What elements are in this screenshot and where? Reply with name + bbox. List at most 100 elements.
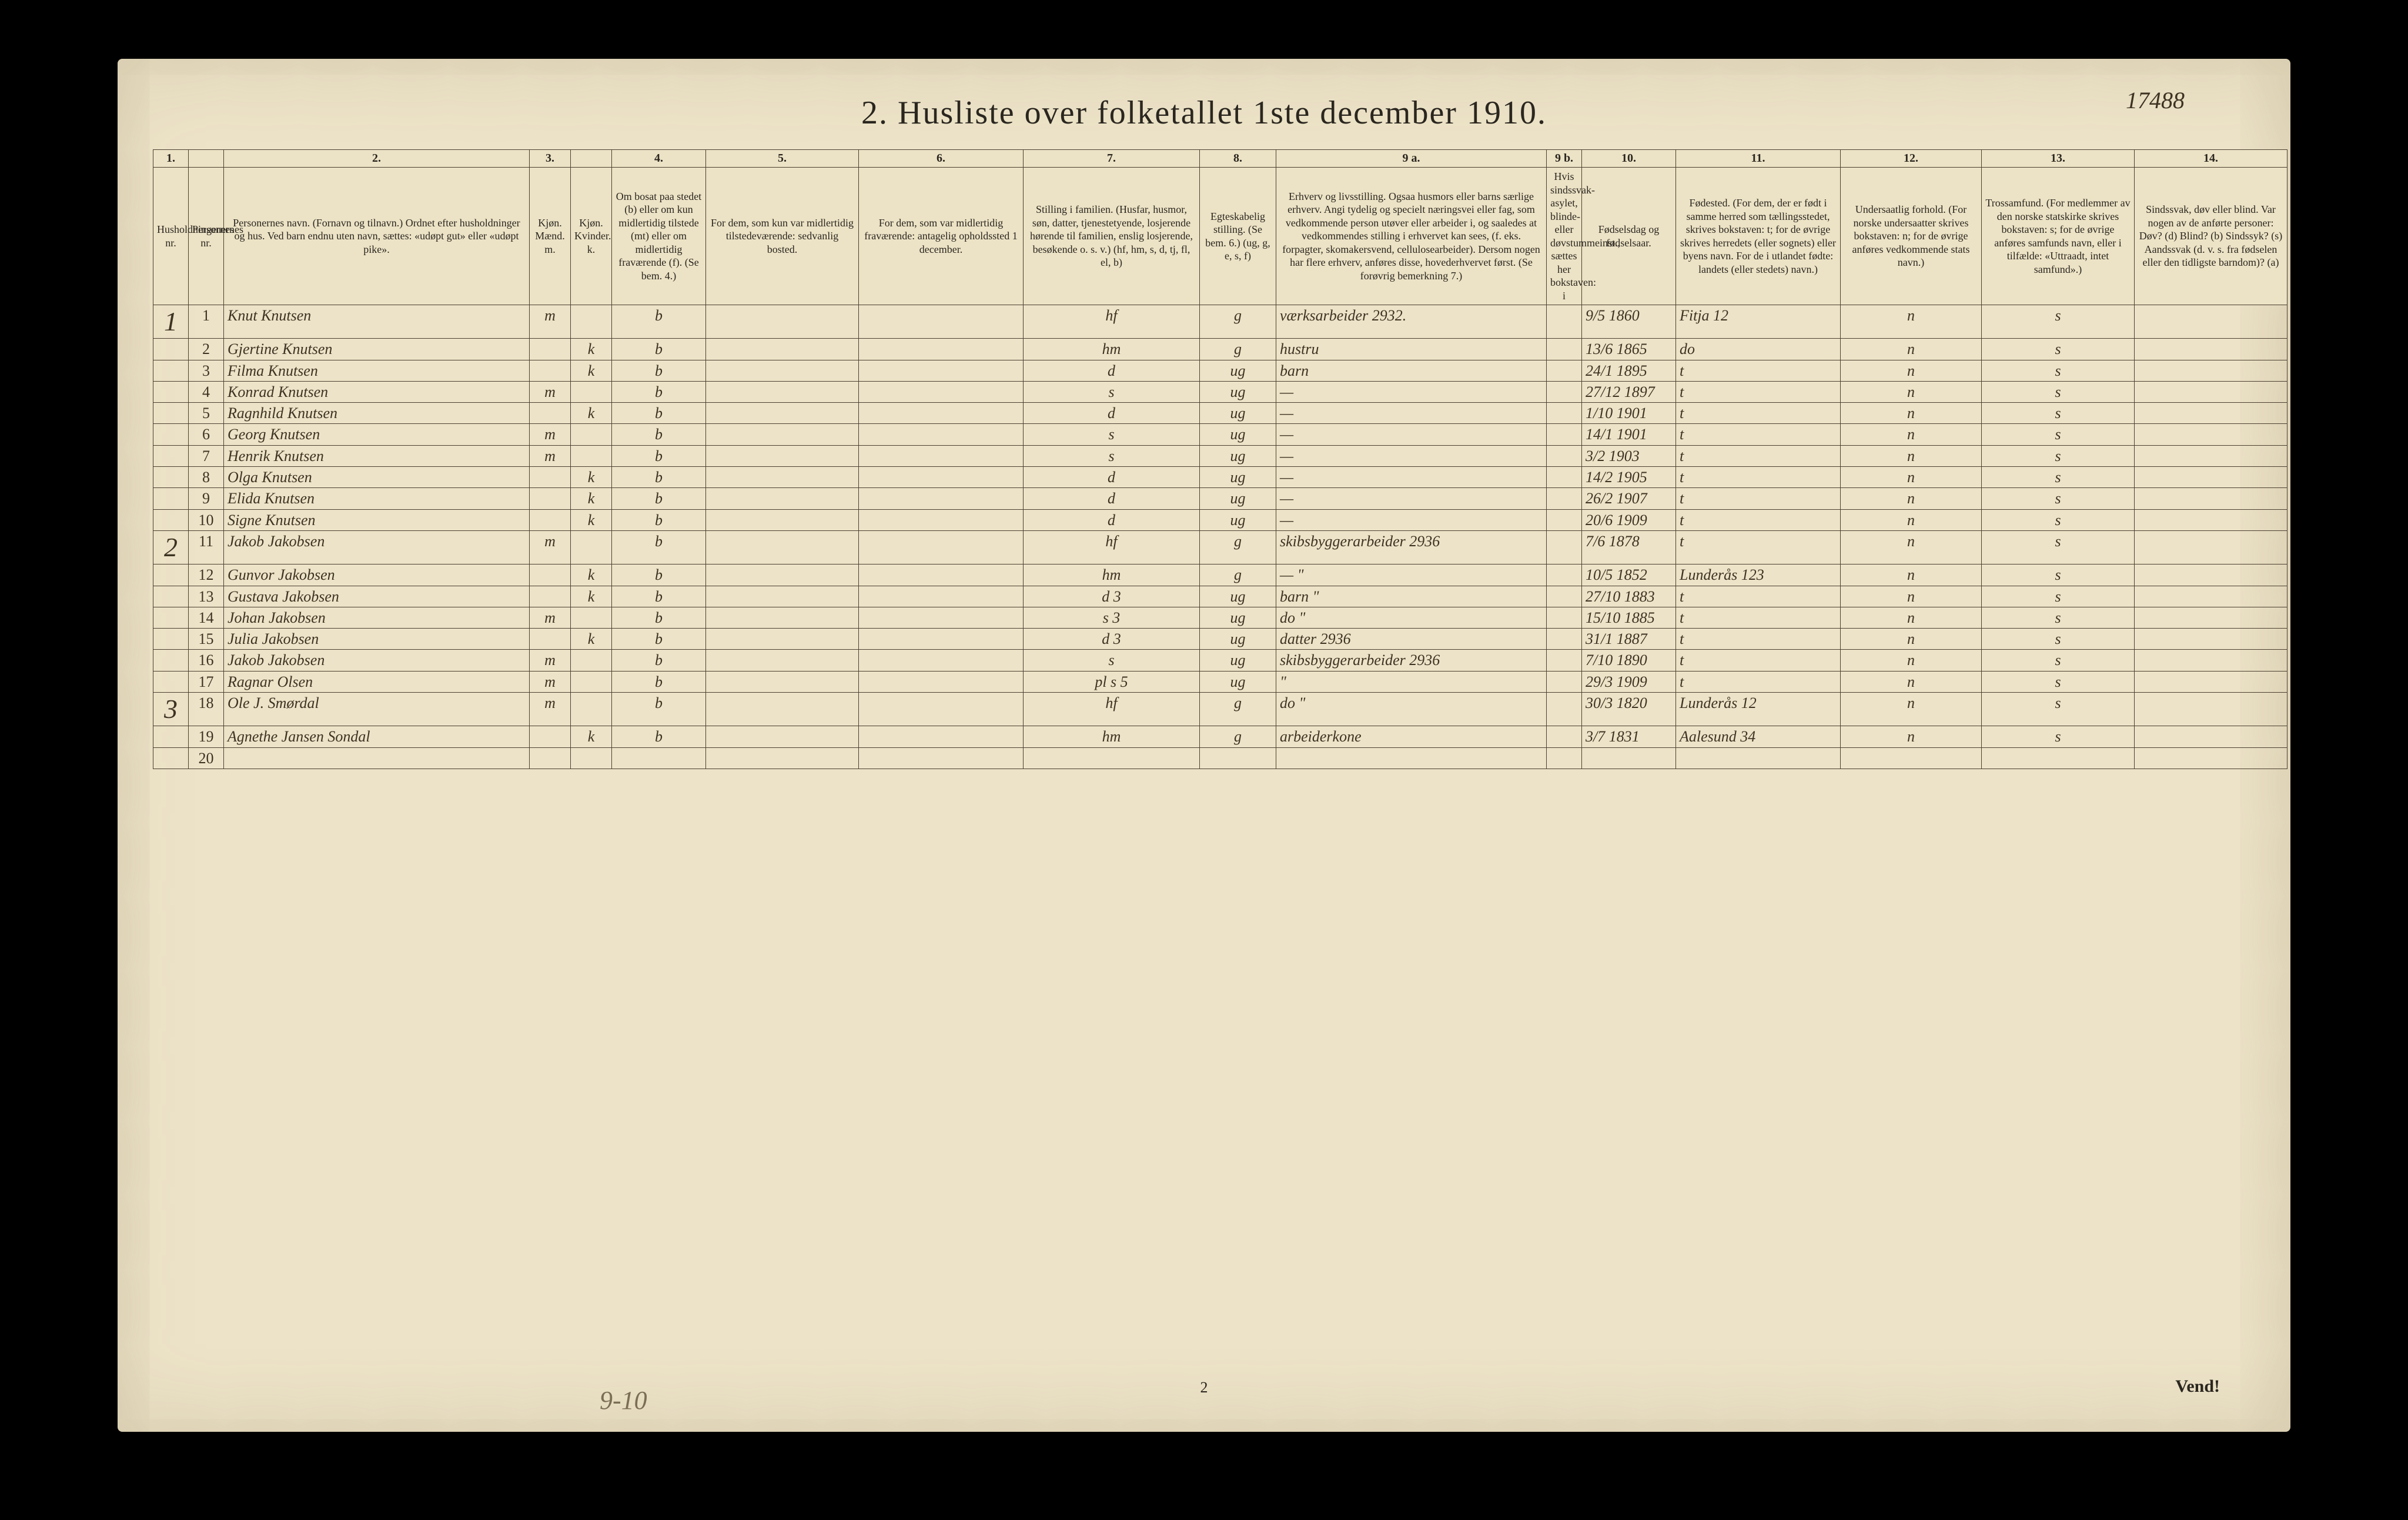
cell-birth: 30/3 1820 bbox=[1582, 693, 1676, 726]
cell-hh bbox=[153, 488, 189, 509]
header-res: Om bosat paa stedet (b) eller om kun mid… bbox=[612, 168, 706, 305]
cell-mar: ug bbox=[1200, 403, 1276, 424]
colnum: 6. bbox=[859, 150, 1024, 168]
cell-rel: s bbox=[1982, 509, 2135, 530]
cell-nat: n bbox=[1841, 509, 1982, 530]
cell-m: m bbox=[530, 693, 571, 726]
cell-m: m bbox=[530, 305, 571, 339]
cell-m bbox=[530, 586, 571, 607]
cell-mar: g bbox=[1200, 305, 1276, 339]
table-row: 19Agnethe Jansen Sondalkbhmgarbeiderkone… bbox=[153, 726, 2287, 747]
table-row: 7Henrik Knutsenmbsug—3/2 1903tns bbox=[153, 445, 2287, 466]
cell-nat: n bbox=[1841, 305, 1982, 339]
cell-temp bbox=[706, 509, 859, 530]
cell-temp bbox=[706, 586, 859, 607]
cell-m bbox=[530, 488, 571, 509]
cell-m: m bbox=[530, 424, 571, 445]
cell-nat: n bbox=[1841, 671, 1982, 692]
colnum bbox=[571, 150, 612, 168]
cell-away bbox=[859, 403, 1024, 424]
cell-rel: s bbox=[1982, 488, 2135, 509]
cell-hh bbox=[153, 629, 189, 650]
cell-fam: pl s 5 bbox=[1024, 671, 1200, 692]
colnum: 4. bbox=[612, 150, 706, 168]
cell-dis bbox=[2135, 381, 2287, 402]
header-mar: Egteskabelig stilling. (Se bem. 6.) (ug,… bbox=[1200, 168, 1276, 305]
cell-dis bbox=[2135, 629, 2287, 650]
cell-rel: s bbox=[1982, 650, 2135, 671]
footer-pencil-note: 9-10 bbox=[600, 1387, 647, 1414]
cell-dis bbox=[2135, 747, 2287, 769]
cell-mar: ug bbox=[1200, 381, 1276, 402]
cell-name: Georg Knutsen bbox=[224, 424, 530, 445]
cell-rel: s bbox=[1982, 381, 2135, 402]
cell-birth: 9/5 1860 bbox=[1582, 305, 1676, 339]
cell-m bbox=[530, 509, 571, 530]
cell-inst bbox=[1547, 403, 1582, 424]
cell-dis bbox=[2135, 693, 2287, 726]
cell-hh bbox=[153, 445, 189, 466]
cell-pn: 7 bbox=[189, 445, 224, 466]
cell-dis bbox=[2135, 305, 2287, 339]
cell-nat: n bbox=[1841, 586, 1982, 607]
cell-mar: ug bbox=[1200, 445, 1276, 466]
cell-temp bbox=[706, 445, 859, 466]
cell-fam: d bbox=[1024, 360, 1200, 381]
footer-turn-over: Vend! bbox=[2175, 1377, 2220, 1397]
table-row: 211Jakob Jakobsenmbhfgskibsbyggerarbeide… bbox=[153, 530, 2287, 564]
cell-birth: 15/10 1885 bbox=[1582, 607, 1676, 628]
cell-occ: barn bbox=[1276, 360, 1547, 381]
cell-res bbox=[612, 747, 706, 769]
header-pn: Personernes nr. bbox=[189, 168, 224, 305]
cell-temp bbox=[706, 530, 859, 564]
cell-hh bbox=[153, 607, 189, 628]
cell-inst bbox=[1547, 445, 1582, 466]
cell-nat: n bbox=[1841, 564, 1982, 586]
cell-occ: barn " bbox=[1276, 586, 1547, 607]
cell-birth: 3/7 1831 bbox=[1582, 726, 1676, 747]
cell-k: k bbox=[571, 488, 612, 509]
table-row: 12Gunvor Jakobsenkbhmg— "10/5 1852Lunder… bbox=[153, 564, 2287, 586]
cell-nat bbox=[1841, 747, 1982, 769]
cell-pn: 8 bbox=[189, 467, 224, 488]
cell-res: b bbox=[612, 607, 706, 628]
cell-occ: do " bbox=[1276, 693, 1547, 726]
cell-rel: s bbox=[1982, 339, 2135, 360]
cell-temp bbox=[706, 564, 859, 586]
cell-pn: 10 bbox=[189, 509, 224, 530]
header-inst: Hvis sindssvak-asylet, blinde- eller døv… bbox=[1547, 168, 1582, 305]
cell-fam: hf bbox=[1024, 693, 1200, 726]
cell-dis bbox=[2135, 360, 2287, 381]
cell-res: b bbox=[612, 305, 706, 339]
cell-pn: 9 bbox=[189, 488, 224, 509]
cell-dis bbox=[2135, 424, 2287, 445]
header-temp: For dem, som kun var midlertidig tilsted… bbox=[706, 168, 859, 305]
cell-place: t bbox=[1676, 607, 1841, 628]
table-body: 11Knut Knutsenmbhfgværksarbeider 2932.9/… bbox=[153, 305, 2287, 769]
cell-k bbox=[571, 650, 612, 671]
cell-birth: 1/10 1901 bbox=[1582, 403, 1676, 424]
cell-fam: s bbox=[1024, 381, 1200, 402]
cell-fam: hm bbox=[1024, 726, 1200, 747]
cell-fam: d bbox=[1024, 403, 1200, 424]
cell-rel: s bbox=[1982, 693, 2135, 726]
cell-k bbox=[571, 671, 612, 692]
cell-inst bbox=[1547, 339, 1582, 360]
header-away: For dem, som var midlertidig fraværende:… bbox=[859, 168, 1024, 305]
cell-rel: s bbox=[1982, 445, 2135, 466]
cell-hh bbox=[153, 403, 189, 424]
cell-res: b bbox=[612, 467, 706, 488]
cell-inst bbox=[1547, 671, 1582, 692]
cell-rel: s bbox=[1982, 360, 2135, 381]
cell-rel: s bbox=[1982, 530, 2135, 564]
cell-away bbox=[859, 488, 1024, 509]
colnum: 5. bbox=[706, 150, 859, 168]
cell-birth: 29/3 1909 bbox=[1582, 671, 1676, 692]
colnum: 3. bbox=[530, 150, 571, 168]
cell-k bbox=[571, 445, 612, 466]
cell-m: m bbox=[530, 650, 571, 671]
cell-birth: 13/6 1865 bbox=[1582, 339, 1676, 360]
cell-hh bbox=[153, 360, 189, 381]
header-occ: Erhverv og livsstilling. Ogsaa husmors e… bbox=[1276, 168, 1547, 305]
cell-away bbox=[859, 693, 1024, 726]
